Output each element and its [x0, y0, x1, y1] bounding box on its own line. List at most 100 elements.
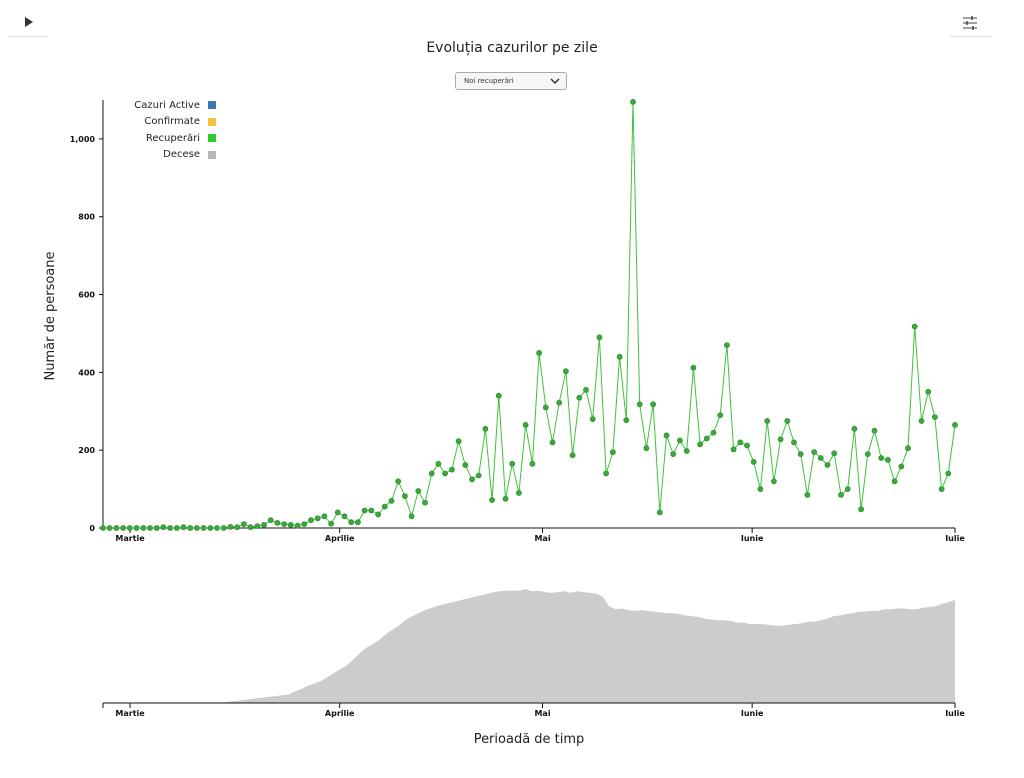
play-icon [25, 17, 33, 27]
data-point [120, 525, 126, 531]
data-point [234, 524, 241, 531]
legend-item[interactable]: Recuperări [96, 130, 216, 147]
legend-swatch [208, 101, 216, 110]
data-point [422, 499, 428, 506]
data-point [368, 507, 375, 514]
data-point [643, 445, 650, 452]
data-point [536, 349, 542, 356]
data-point [891, 478, 898, 485]
data-point [851, 425, 858, 432]
data-point [147, 525, 153, 531]
x-tick-label: Martie [115, 534, 145, 543]
data-point [395, 478, 402, 485]
data-point [804, 491, 811, 498]
data-point [683, 448, 690, 454]
data-point [750, 458, 757, 465]
data-point [187, 525, 194, 531]
data-point [717, 412, 724, 419]
data-point [610, 449, 616, 455]
data-point [287, 522, 294, 528]
data-point [294, 522, 301, 529]
data-point [670, 451, 677, 457]
main-plot: 0 200 400 600 800 1,000 Martie Aprilie Mai Iunie I… [70, 99, 965, 543]
data-point [354, 519, 361, 526]
data-point [623, 417, 630, 424]
overview-x-tick-label: Iunie [741, 709, 764, 718]
legend-label: Decese [163, 149, 200, 161]
data-point [885, 456, 891, 463]
data-point [301, 521, 308, 527]
data-point [945, 470, 952, 477]
data-point [193, 525, 200, 531]
x-axis-label: Perioadă de timp [474, 732, 585, 747]
data-point [690, 364, 697, 371]
data-point [516, 490, 522, 496]
y-tick-label: 200 [78, 446, 95, 455]
overview-area [103, 589, 955, 703]
data-point [314, 515, 321, 522]
data-point [703, 435, 710, 442]
data-point [180, 524, 187, 531]
data-point [448, 466, 455, 473]
y-tick-label: 0 [89, 524, 95, 533]
data-point [100, 525, 106, 531]
data-point [153, 525, 160, 531]
data-point [509, 460, 516, 467]
data-point [864, 451, 871, 457]
data-point [589, 416, 596, 422]
data-point [341, 513, 348, 520]
x-tick-label: Iulie [945, 534, 965, 543]
data-point [455, 438, 462, 445]
data-point [267, 517, 274, 524]
legend-swatch [208, 150, 216, 159]
data-point [677, 437, 683, 444]
data-point [227, 523, 234, 530]
data-point [724, 342, 730, 348]
data-point [650, 401, 656, 408]
legend-label: Recuperări [145, 132, 200, 144]
data-point [871, 427, 878, 434]
x-tick-label: Iunie [741, 534, 764, 543]
data-point [475, 472, 482, 479]
data-point [878, 455, 885, 461]
data-point [261, 522, 267, 528]
legend: Cazuri Active Confirmate Recuperări Dece… [96, 97, 216, 163]
overview-x-tick-label: Martie [115, 709, 145, 718]
chart-title: Evoluția cazurilor pe zile [426, 40, 598, 56]
data-point [791, 439, 797, 446]
data-point [844, 486, 851, 492]
overview-x-tick-label: Mai [534, 709, 550, 718]
data-point [656, 509, 663, 516]
settings-button[interactable] [950, 12, 992, 37]
data-point [214, 525, 220, 531]
overview-plot: Martie Aprilie Mai Iunie Iulie [102, 589, 965, 718]
y-axis-label: Număr de persoane [43, 252, 58, 381]
data-point [838, 491, 844, 498]
data-point [824, 462, 831, 468]
data-point [442, 470, 448, 477]
overview-x-tick-label: Aprilie [325, 709, 355, 718]
overview-x-tick-label: Iulie [945, 709, 965, 718]
data-point [596, 334, 603, 341]
data-point [408, 513, 415, 520]
data-point [240, 521, 247, 527]
data-point [797, 451, 804, 457]
play-button[interactable] [8, 12, 48, 37]
legend-item[interactable]: Cazuri Active [96, 97, 216, 114]
metric-select[interactable]: Noi recuperări [455, 72, 567, 90]
data-point [583, 386, 589, 393]
data-point [737, 439, 744, 446]
y-tick-label: 600 [78, 291, 95, 300]
data-point [932, 414, 938, 420]
legend-item[interactable]: Confirmate [96, 114, 216, 131]
data-point [710, 429, 717, 436]
data-point [576, 394, 583, 401]
y-tick-label: 1,000 [70, 135, 96, 144]
legend-item[interactable]: Decese [96, 147, 216, 164]
data-point [126, 525, 133, 531]
data-point [764, 418, 771, 424]
data-point [549, 439, 556, 446]
data-point [160, 524, 167, 531]
data-point [522, 421, 529, 428]
